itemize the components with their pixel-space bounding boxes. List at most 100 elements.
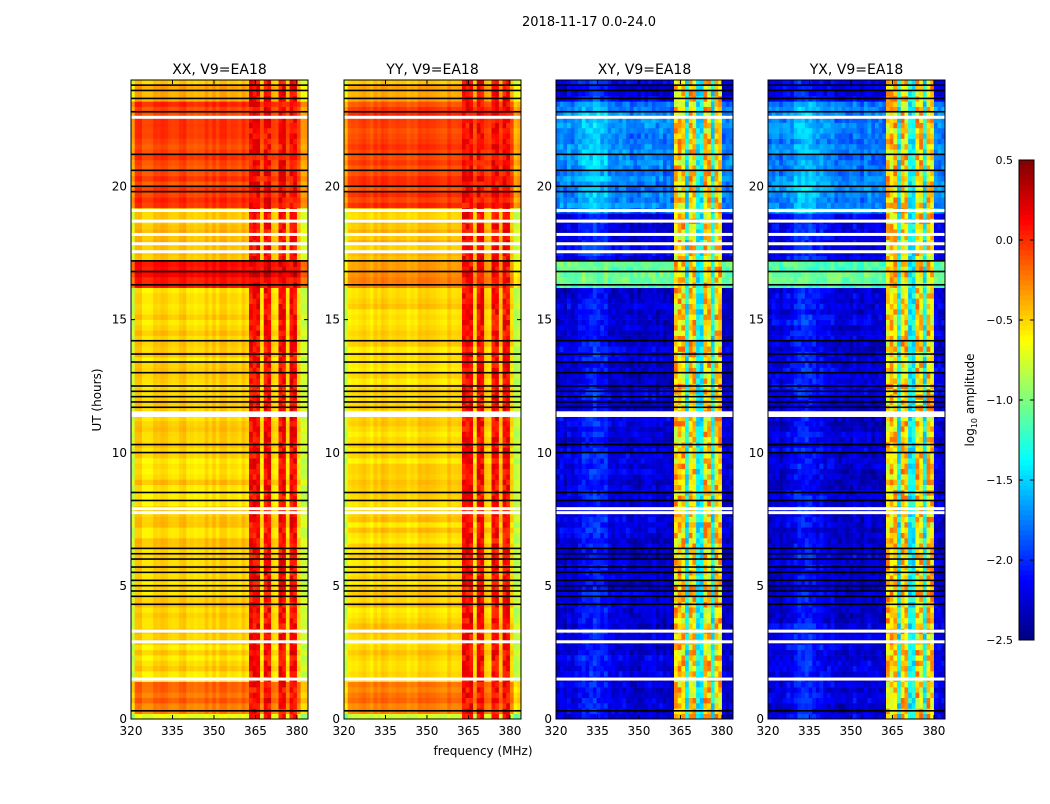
- heatmap-cell: [171, 303, 176, 310]
- heatmap-cell: [252, 324, 257, 331]
- heatmap-cell: [145, 532, 150, 539]
- heatmap-cell: [226, 681, 231, 688]
- heatmap-cell: [197, 181, 202, 187]
- heatmap-cell: [263, 580, 268, 587]
- heatmap-cell: [304, 436, 309, 443]
- heatmap-cell: [241, 479, 246, 486]
- heatmap-cell: [171, 298, 176, 304]
- heatmap-cell: [167, 186, 172, 193]
- heatmap-cell: [300, 692, 305, 699]
- heatmap-cell: [215, 532, 220, 539]
- heatmap-cell: [300, 649, 305, 656]
- heatmap-cell: [156, 245, 161, 251]
- heatmap-cell: [267, 532, 272, 539]
- heatmap-cell: [285, 202, 290, 209]
- heatmap-cell: [175, 521, 180, 528]
- heatmap-cell: [156, 170, 161, 177]
- heatmap-cell: [186, 170, 191, 177]
- heatmap-cell: [263, 633, 268, 640]
- heatmap-cell: [186, 671, 191, 677]
- heatmap-cell: [293, 330, 298, 336]
- heatmap-cell: [282, 261, 287, 267]
- heatmap-cell: [134, 261, 139, 267]
- heatmap-cell: [215, 671, 220, 677]
- heatmap-cell: [245, 165, 250, 171]
- heatmap-cell: [293, 548, 298, 555]
- heatmap-cell: [289, 484, 294, 491]
- heatmap-cell: [260, 692, 265, 699]
- heatmap-cell: [252, 367, 257, 374]
- heatmap-cell: [164, 463, 169, 470]
- heatmap-cell: [131, 660, 135, 667]
- heatmap-cell: [300, 500, 305, 507]
- heatmap-cell: [149, 452, 154, 459]
- heatmap-cell: [175, 479, 180, 486]
- heatmap-cell: [293, 692, 298, 699]
- heatmap-cell: [237, 521, 242, 528]
- heatmap-cell: [175, 463, 180, 470]
- heatmap-cell: [282, 703, 287, 709]
- heatmap-cell: [300, 372, 305, 379]
- heatmap-cell: [167, 532, 172, 539]
- heatmap-cell: [271, 548, 276, 555]
- heatmap-cell: [226, 713, 231, 720]
- heatmap-cell: [245, 468, 250, 475]
- heatmap-cell: [212, 559, 217, 565]
- heatmap-cell: [186, 255, 191, 262]
- heatmap-cell: [156, 681, 161, 688]
- heatmap-cell: [260, 623, 265, 629]
- heatmap-cell: [164, 655, 169, 661]
- heatmap-cell: [215, 687, 220, 693]
- heatmap-cell: [160, 649, 165, 656]
- heatmap-cell: [153, 671, 158, 677]
- heatmap-cell: [145, 697, 150, 704]
- heatmap-cell: [156, 548, 161, 555]
- heatmap-cell: [230, 308, 235, 315]
- heatmap-cell: [237, 548, 242, 555]
- heatmap-cell: [178, 175, 183, 182]
- heatmap-cell: [234, 223, 239, 230]
- heatmap-cell: [138, 633, 143, 640]
- heatmap-cell: [156, 175, 161, 182]
- heatmap-cell: [252, 234, 257, 241]
- heatmap-cell: [171, 537, 176, 544]
- heatmap-cell: [190, 580, 194, 587]
- heatmap-cell: [274, 580, 279, 587]
- heatmap-cell: [186, 703, 191, 709]
- heatmap-cell: [193, 330, 198, 336]
- heatmap-cell: [226, 420, 231, 427]
- heatmap-cell: [208, 468, 213, 475]
- heatmap-cell: [153, 458, 158, 464]
- heatmap-cell: [145, 452, 150, 459]
- heatmap-cell: [282, 612, 287, 619]
- heatmap-cell: [204, 612, 209, 619]
- heatmap-cell: [134, 303, 139, 310]
- heatmap-cell: [149, 479, 154, 486]
- heatmap-cell: [182, 308, 187, 315]
- heatmap-cell: [249, 367, 253, 374]
- heatmap-cell: [285, 644, 290, 651]
- heatmap-cell: [208, 314, 213, 320]
- heatmap-cell: [186, 303, 191, 310]
- heatmap-cell: [142, 580, 147, 587]
- heatmap-cell: [138, 420, 143, 427]
- heatmap-cell: [142, 527, 147, 533]
- heatmap-cell: [178, 516, 183, 523]
- heatmap-cell: [153, 293, 158, 299]
- heatmap-cell: [142, 484, 147, 491]
- heatmap-cell: [278, 671, 283, 677]
- heatmap-cell: [219, 468, 224, 475]
- heatmap-cell: [234, 181, 239, 187]
- heatmap-cell: [149, 649, 154, 656]
- heatmap-cell: [212, 255, 217, 262]
- heatmap-cell: [263, 655, 268, 661]
- heatmap-cell: [149, 697, 154, 704]
- heatmap-cell: [153, 612, 158, 619]
- heatmap-cell: [226, 303, 231, 310]
- heatmap-cell: [252, 607, 257, 613]
- heatmap-cell: [226, 468, 231, 475]
- heatmap-cell: [260, 463, 265, 470]
- heatmap-cell: [256, 463, 261, 470]
- heatmap-cell: [237, 713, 242, 720]
- heatmap-cell: [171, 521, 176, 528]
